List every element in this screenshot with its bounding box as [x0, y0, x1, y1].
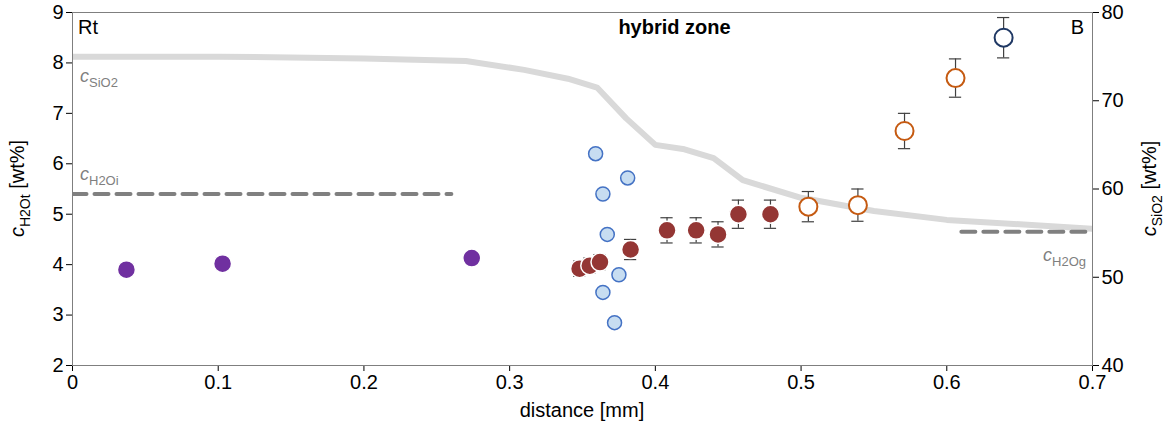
svg-text:6: 6 [52, 152, 63, 174]
svg-text:0.4: 0.4 [641, 371, 669, 393]
svg-text:0.6: 0.6 [933, 371, 961, 393]
svg-text:3: 3 [52, 303, 63, 325]
svg-text:0.5: 0.5 [787, 371, 815, 393]
svg-text:0.2: 0.2 [350, 371, 378, 393]
svg-text:80: 80 [1102, 1, 1124, 23]
svg-text:cH2Oi: cH2Oi [80, 164, 119, 188]
svg-text:0.7: 0.7 [1078, 370, 1107, 393]
svg-text:cSiO2: cSiO2 [80, 66, 118, 90]
svg-text:distance [mm]: distance [mm] [520, 399, 644, 421]
svg-text:B: B [1071, 16, 1084, 38]
svg-text:2: 2 [52, 354, 63, 376]
svg-text:60: 60 [1102, 177, 1124, 199]
svg-text:7: 7 [52, 102, 63, 124]
svg-text:40: 40 [1102, 354, 1124, 376]
svg-text:cH2Og: cH2Og [1043, 245, 1086, 269]
svg-text:cH2Ot [wt%]: cH2Ot [wt%] [6, 140, 33, 237]
svg-text:Rt: Rt [78, 16, 98, 38]
svg-text:9: 9 [52, 1, 63, 23]
svg-text:0: 0 [67, 371, 78, 393]
svg-text:cSiO2 [wt%]: cSiO2 [wt%] [1138, 141, 1165, 237]
svg-text:5: 5 [52, 203, 63, 225]
svg-text:0.1: 0.1 [204, 371, 232, 393]
svg-text:50: 50 [1102, 266, 1124, 288]
svg-text:0.3: 0.3 [496, 371, 524, 393]
svg-text:4: 4 [52, 253, 63, 275]
svg-text:hybrid zone: hybrid zone [618, 16, 730, 38]
svg-text:8: 8 [52, 51, 63, 73]
svg-text:70: 70 [1102, 89, 1124, 111]
